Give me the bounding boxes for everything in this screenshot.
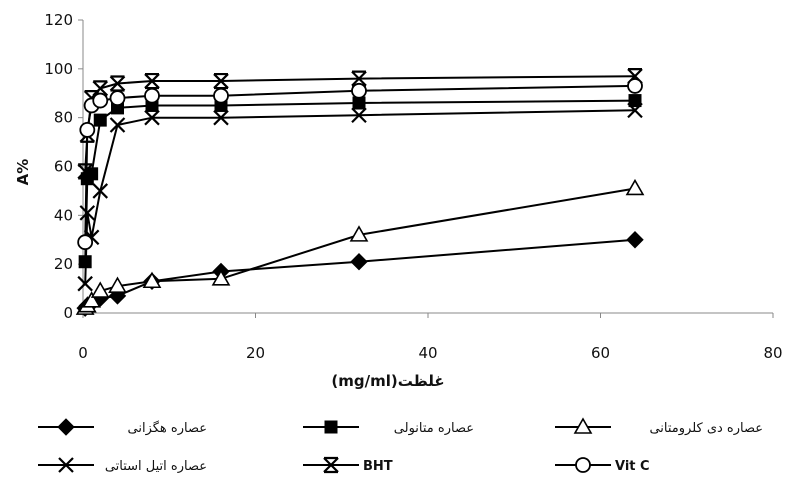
data-point <box>77 275 93 292</box>
series-4 <box>77 102 643 292</box>
data-point <box>628 94 642 108</box>
data-point <box>144 87 160 104</box>
legend-marker <box>57 418 75 436</box>
data-point <box>109 90 126 107</box>
chart-legend: عصاره هگزانی عصاره متانولی عصاره دی کلرومت… <box>38 417 763 474</box>
legend-entry: عصاره هگزانی <box>38 418 208 436</box>
data-point <box>79 205 96 221</box>
legend-marker <box>323 456 339 474</box>
y-tick-label: 60 <box>54 158 73 176</box>
legend-entry: BHT <box>303 456 393 474</box>
data-point <box>82 291 102 308</box>
data-point <box>79 121 96 138</box>
data-point <box>92 183 109 199</box>
data-point <box>350 253 368 271</box>
chart-series <box>75 68 645 317</box>
legend-label: Vit C <box>615 459 650 474</box>
legend-entry: عصاره متانولی <box>303 420 474 436</box>
legend-entry: عصاره اتیل استاتی <box>38 457 207 474</box>
x-tick-label: 0 <box>78 344 88 362</box>
data-point <box>626 231 644 249</box>
y-tick-label: 20 <box>54 255 73 273</box>
data-point <box>351 82 367 99</box>
legend-marker <box>575 457 591 473</box>
y-tick-label: 80 <box>54 109 73 127</box>
series-1 <box>76 231 644 317</box>
y-tick-label: 0 <box>63 304 73 322</box>
data-point <box>213 87 229 104</box>
x-axis-title: (mg/ml)غلظت <box>331 372 444 390</box>
y-tick-label: 40 <box>54 206 73 224</box>
legend-label: عصاره دی کلرومتانی <box>649 421 763 436</box>
data-point <box>90 281 110 298</box>
x-tick-label: 80 <box>763 344 782 362</box>
legend-entry: Vit C <box>555 457 650 474</box>
legend-label: عصاره اتیل استاتی <box>105 459 207 474</box>
data-point <box>93 113 107 127</box>
legend-label: عصاره هگزانی <box>128 420 208 436</box>
data-point <box>108 276 127 293</box>
legend-marker <box>58 457 74 473</box>
legend-marker <box>573 417 593 434</box>
chart-axes: 0 20 40 60 80 100 120 0 20 40 60 80 <box>44 11 782 362</box>
legend-entry: عصاره دی کلرومتانی <box>555 417 763 436</box>
x-tick-label: 60 <box>591 344 610 362</box>
x-tick-label: 20 <box>246 344 265 362</box>
data-point <box>352 96 366 110</box>
x-tick-label: 40 <box>418 344 437 362</box>
data-point <box>109 117 126 133</box>
data-point <box>625 178 645 196</box>
data-point <box>213 109 229 126</box>
series-line <box>84 238 636 309</box>
data-point <box>92 92 109 109</box>
data-point <box>144 72 160 90</box>
data-point <box>349 225 369 242</box>
data-point <box>213 72 229 90</box>
data-point <box>109 75 126 92</box>
y-tick-label: 120 <box>44 11 73 29</box>
y-axis-title: A% <box>14 159 32 186</box>
data-point <box>627 68 643 85</box>
series-3 <box>75 178 645 315</box>
data-point <box>351 70 367 87</box>
legend-marker <box>324 420 338 434</box>
legend-label: عصاره متانولی <box>394 421 474 436</box>
series-2 <box>78 94 642 269</box>
data-point <box>77 234 94 251</box>
y-tick-label: 100 <box>44 60 73 78</box>
data-point <box>627 102 643 119</box>
data-point <box>211 269 231 286</box>
data-point <box>627 78 643 94</box>
legend-label: BHT <box>363 459 393 474</box>
series-6 <box>77 78 643 251</box>
data-point <box>85 167 99 181</box>
data-point <box>351 107 367 124</box>
data-point <box>144 109 160 126</box>
series-line <box>84 187 636 309</box>
data-point <box>77 163 93 180</box>
data-point <box>142 271 162 289</box>
data-point <box>92 80 109 97</box>
